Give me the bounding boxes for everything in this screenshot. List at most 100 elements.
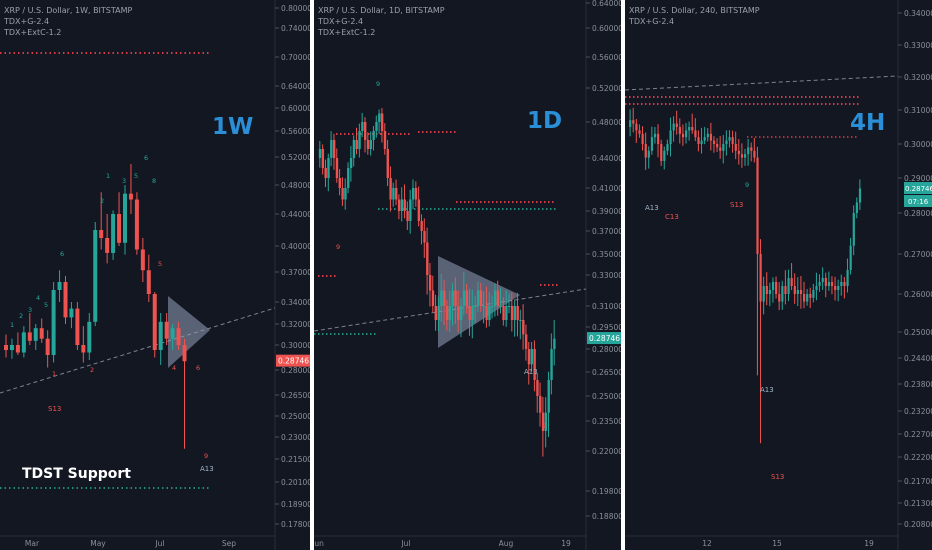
price-tick-label: 0.23500 [592, 417, 621, 426]
candle-body [768, 290, 772, 294]
candle-body [513, 306, 517, 320]
candle-body [375, 122, 378, 131]
candle-body [553, 338, 556, 349]
price-tick-label: 0.29500 [592, 323, 621, 332]
time-tick-label: 19 [864, 539, 874, 548]
candle-body [361, 122, 364, 131]
candle-body [383, 131, 387, 149]
time-tick-label: 19 [561, 539, 571, 548]
legend-indicator-2: TDX+ExtC-1.2 [4, 28, 62, 37]
candle-body [530, 349, 533, 365]
candle-body [784, 286, 787, 294]
candle-body [380, 113, 384, 131]
candle-body [378, 113, 381, 122]
candlestick-chart-1d[interactable]: 0.64000 0.60000 0.56000 0.52000 0.48000 0.440… [314, 0, 621, 550]
candle-body [4, 345, 8, 350]
candle-body [476, 290, 480, 306]
price-tick-label: 0.80000 [281, 4, 310, 13]
candle-body [395, 188, 398, 200]
candle-body [830, 282, 834, 286]
price-tick-label: 0.28000 [904, 209, 932, 218]
price-tick-label: 0.74000 [281, 24, 310, 33]
candlestick-chart-1w[interactable]: 0.80000 0.74000 0.70000 0.64000 0.60000 0.560… [0, 0, 310, 550]
candle-body [753, 150, 756, 158]
countdown-label-s13: S13 [730, 201, 743, 209]
price-tick-label: 0.41000 [592, 184, 621, 193]
candle-body [709, 133, 713, 141]
timeframe-label-1d: 1D [527, 108, 563, 134]
candle-body [657, 133, 660, 144]
price-tick-label: 0.70000 [281, 53, 310, 62]
time-tick-label: Aug [499, 539, 514, 548]
candle-body [849, 245, 852, 270]
candle-body [712, 140, 716, 144]
setup-count: 6 [144, 154, 148, 162]
candle-body [539, 396, 542, 413]
countdown-label-s13: S13 [771, 473, 784, 481]
candle-body [734, 144, 737, 151]
candle-body [414, 188, 418, 200]
candle-body [488, 306, 491, 320]
candle-body [765, 286, 768, 294]
timeframe-label-4h: 4H [850, 110, 886, 136]
legend-1d: XRP / U.S. Dollar, 1D, BITSTAMP TDX+G-2.… [318, 5, 445, 38]
candle-body [541, 412, 545, 431]
candle-body [485, 306, 488, 320]
trendline [314, 288, 587, 332]
price-tick-label: 0.37000 [281, 268, 310, 277]
candle-body [369, 140, 373, 149]
price-tick-label: 0.60000 [281, 104, 310, 113]
candle-body [75, 308, 80, 345]
candle-body [675, 123, 678, 127]
price-tick-label: 0.44000 [281, 210, 310, 219]
setup-count: 5 [134, 172, 138, 180]
candle-body [775, 282, 778, 294]
candle-body [428, 275, 432, 291]
candle-body [99, 230, 104, 238]
candle-body [471, 306, 474, 320]
price-tick-label: 0.35000 [592, 250, 621, 259]
price-tick-label: 0.30000 [904, 140, 932, 149]
timeframe-label-1w: 1W [212, 114, 254, 140]
chart-panel-1d[interactable]: 0.64000 0.60000 0.56000 0.52000 0.48000 0.440… [314, 0, 621, 550]
candle-body [502, 306, 505, 320]
candle-body [152, 294, 157, 350]
price-tick-label: 0.21500 [281, 455, 310, 464]
setup-count: 9 [745, 181, 749, 189]
candle-body [434, 306, 437, 320]
price-tick-label: 0.56000 [592, 53, 621, 62]
price-tick-label: 0.48000 [592, 118, 621, 127]
candle-body [731, 137, 734, 144]
candle-body [681, 133, 685, 138]
price-tick-label: 0.44000 [592, 154, 621, 163]
chart-panel-1w[interactable]: 0.80000 0.74000 0.70000 0.64000 0.60000 0.560… [0, 0, 310, 550]
candlestick-chart-4h[interactable]: 0.34000 0.33000 0.32000 0.31000 0.30000 0.290… [625, 0, 932, 550]
candle-body [762, 286, 765, 302]
candle-body [493, 290, 497, 306]
candle-body [176, 328, 181, 345]
candle-body [778, 294, 781, 302]
candle-body [327, 158, 330, 178]
candle-body [824, 278, 827, 286]
candle-body [809, 294, 812, 298]
price-tick-label: 0.22000 [592, 447, 621, 456]
price-tick-label: 0.37000 [592, 227, 621, 236]
price-tick-label: 0.39000 [592, 207, 621, 216]
candle-body [725, 140, 728, 144]
price-tick-label: 0.33000 [904, 41, 932, 50]
candle-body [806, 294, 809, 302]
trendline [0, 307, 276, 394]
candle-body [516, 306, 519, 320]
candle-body [420, 221, 423, 231]
price-tick-label: 0.34000 [904, 9, 932, 18]
legend-title: XRP / U.S. Dollar, 240, BITSTAMP [629, 6, 760, 15]
candle-body [672, 123, 675, 131]
candle-body [547, 380, 550, 413]
countdown-label-a13: A13 [645, 204, 659, 212]
countdown-label-a13: A13 [200, 465, 214, 473]
time-tick-label: 15 [772, 539, 782, 548]
countdown-label-a13: A13 [524, 368, 538, 376]
price-tick-label: 0.22200 [904, 453, 932, 462]
candle-body [389, 178, 392, 200]
chart-panel-4h[interactable]: 0.34000 0.33000 0.32000 0.31000 0.30000 0.290… [625, 0, 932, 550]
